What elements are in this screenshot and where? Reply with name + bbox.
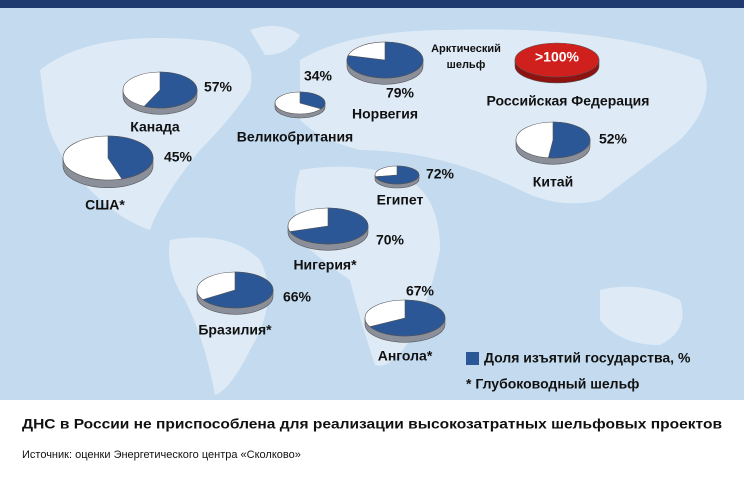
country-label: Египет [377, 192, 424, 208]
legend-label: Доля изъятий государства, % [484, 350, 691, 366]
pie-slice [346, 41, 424, 79]
pie-slice [299, 91, 326, 110]
value-label: 52% [599, 131, 628, 147]
pie-slice [202, 271, 274, 309]
value-label: 66% [283, 289, 312, 305]
value-label: 57% [204, 79, 233, 95]
country-label: Российская Федерация [487, 93, 650, 109]
legend-note: * Глубоководный шельф [466, 376, 639, 392]
pie-slice [107, 135, 154, 180]
value-label: 34% [304, 68, 333, 84]
country-label: Канада [130, 119, 180, 135]
country-label: Великобритания [237, 129, 353, 145]
pie-slice [369, 299, 446, 337]
value-label: >100% [535, 49, 580, 65]
country-label: Норвегия [352, 106, 418, 122]
pie-slice [289, 207, 369, 245]
country-label: Нигерия* [293, 257, 357, 273]
country-label: США* [85, 197, 125, 213]
annotation: шельф [447, 59, 486, 71]
pie-slice [143, 71, 198, 109]
pie-slice [547, 121, 591, 159]
country-label: Китай [533, 174, 573, 190]
chart-title: ДНС в России не приспособлена для реализ… [22, 416, 722, 432]
country-label: Бразилия* [198, 322, 272, 338]
country-label: Ангола* [378, 348, 433, 364]
value-label: 79% [386, 85, 415, 101]
header-bar [0, 0, 744, 8]
legend-swatch [466, 352, 479, 365]
value-label: 70% [376, 232, 405, 248]
value-label: 67% [406, 283, 435, 299]
value-label: 72% [426, 166, 455, 182]
value-label: 45% [164, 149, 193, 165]
source: Источник: оценки Энергетического центра … [22, 449, 301, 461]
annotation: Арктический [431, 43, 501, 55]
pie-slice [514, 42, 600, 78]
pie-slice [374, 165, 420, 185]
